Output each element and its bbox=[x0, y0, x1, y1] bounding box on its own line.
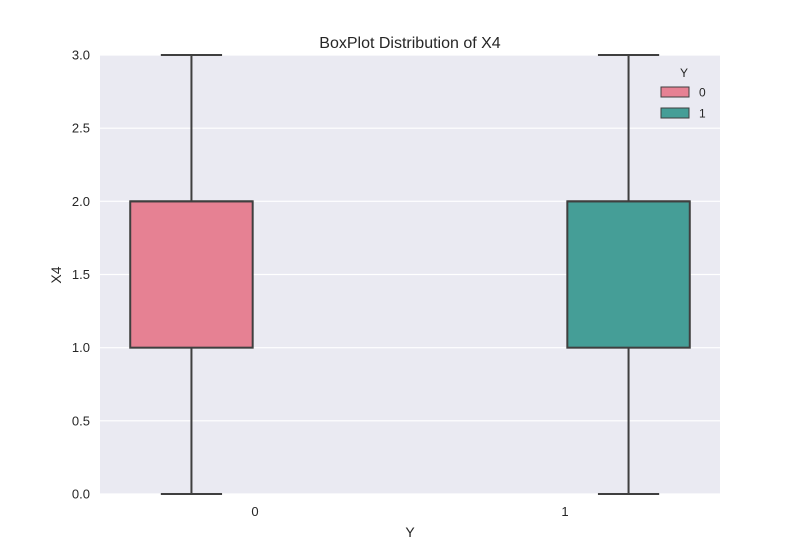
legend-label: 0 bbox=[699, 86, 706, 100]
x-axis-label: Y bbox=[405, 524, 415, 540]
y-tick-labels: 0.0 0.5 1.0 1.5 2.0 2.5 3.0 bbox=[72, 48, 90, 502]
y-tick-label: 1.5 bbox=[72, 267, 90, 282]
x-tick-label: 0 bbox=[251, 504, 258, 519]
boxes bbox=[129, 54, 691, 495]
y-tick-label: 2.5 bbox=[72, 121, 90, 136]
box-body bbox=[129, 200, 254, 349]
legend-title: Y bbox=[680, 66, 688, 80]
box-0 bbox=[129, 54, 254, 495]
legend-swatch bbox=[660, 86, 690, 98]
legend-label: 1 bbox=[699, 107, 706, 121]
y-tick-label: 1.0 bbox=[72, 340, 90, 355]
legend-entries: 01 bbox=[660, 86, 706, 121]
box-1 bbox=[566, 54, 691, 495]
legend-swatch bbox=[660, 107, 690, 119]
chart-title: BoxPlot Distribution of X4 bbox=[319, 35, 501, 52]
box-body bbox=[566, 200, 691, 349]
y-tick-label: 0.0 bbox=[72, 487, 90, 502]
legend: Y 01 bbox=[660, 66, 706, 121]
y-tick-label: 3.0 bbox=[72, 48, 90, 63]
y-tick-label: 2.0 bbox=[72, 194, 90, 209]
y-tick-label: 0.5 bbox=[72, 413, 90, 428]
y-axis-label: X4 bbox=[48, 266, 64, 283]
x-tick-label: 1 bbox=[561, 504, 568, 519]
